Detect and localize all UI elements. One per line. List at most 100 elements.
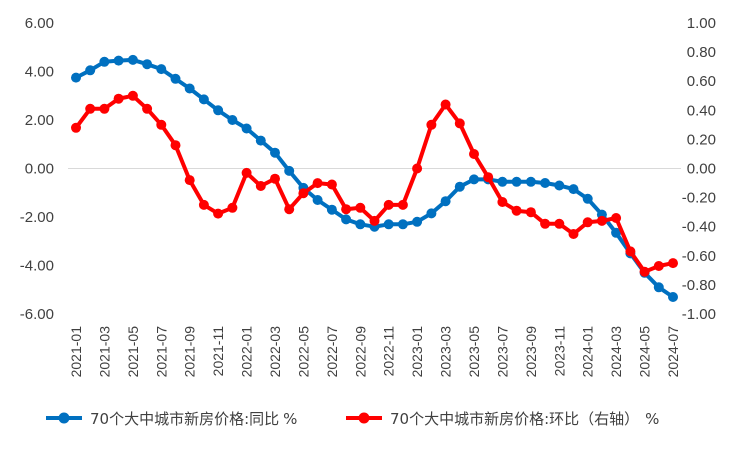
series-0-point bbox=[525, 176, 536, 187]
series-1-point bbox=[270, 173, 280, 184]
series-0-point bbox=[113, 55, 124, 66]
legend: 70个大中城市新房价格:同比% 70个大中城市新房价格:环比（右轴）% bbox=[46, 410, 659, 428]
series-1-point bbox=[142, 103, 153, 114]
series-1-point bbox=[383, 199, 394, 210]
legend-label-yoy: 70个大中城市新房价格:同比% bbox=[90, 410, 297, 428]
x-tick-label: 2021-01 bbox=[68, 326, 84, 378]
series-1-point bbox=[298, 188, 309, 199]
series-1-point bbox=[653, 261, 664, 271]
series-1-point bbox=[483, 172, 494, 183]
series-1-point bbox=[312, 178, 323, 189]
x-tick-label: 2021-03 bbox=[96, 326, 112, 378]
series-line-0 bbox=[75, 57, 675, 299]
right-axis-tick-label: -1.00 bbox=[682, 306, 716, 323]
left-axis: 6.00 4.00 2.00 0.00 -2.00 -4.00 -6.00 bbox=[20, 15, 54, 323]
series-1-point bbox=[412, 163, 423, 174]
left-axis-tick-label: -2.00 bbox=[20, 209, 54, 226]
series-0-point bbox=[198, 94, 209, 105]
series-0-point bbox=[71, 72, 81, 83]
series-1-point bbox=[170, 140, 181, 151]
x-tick-label: 2023-11 bbox=[551, 326, 567, 377]
x-tick-label: 2023-05 bbox=[466, 326, 482, 378]
series-1-point bbox=[71, 122, 81, 133]
x-tick-label: 2021-11 bbox=[210, 326, 226, 377]
series-1-point bbox=[241, 167, 252, 178]
series-0-point bbox=[227, 115, 238, 125]
series-1-point bbox=[611, 213, 622, 223]
series-1-point bbox=[668, 258, 678, 269]
series-1-point bbox=[198, 199, 209, 210]
series-0-point bbox=[355, 219, 366, 230]
series-0-point bbox=[653, 282, 664, 293]
series-0-point bbox=[497, 176, 508, 187]
series-0-point bbox=[540, 178, 551, 188]
series-1-point bbox=[525, 207, 536, 218]
series-1-point bbox=[156, 119, 167, 130]
series-1-point bbox=[284, 204, 295, 215]
series-0-point bbox=[511, 176, 522, 187]
series-0-point bbox=[611, 227, 622, 238]
series-1-point bbox=[469, 149, 479, 159]
x-tick-label: 2024-01 bbox=[580, 326, 596, 378]
x-tick-label: 2024-03 bbox=[608, 326, 624, 378]
series-0-point bbox=[440, 196, 451, 207]
series-0-point bbox=[668, 292, 678, 302]
left-axis-tick-label: 2.00 bbox=[25, 112, 54, 129]
series-0-point bbox=[412, 216, 423, 227]
series-0-point bbox=[156, 64, 167, 75]
series-0-point bbox=[312, 195, 323, 205]
left-axis-tick-label: -4.00 bbox=[20, 258, 54, 275]
series-0-point bbox=[554, 180, 565, 191]
x-tick-label: 2021-09 bbox=[182, 326, 198, 378]
x-tick-label: 2022-07 bbox=[324, 326, 340, 378]
x-tick-label: 2022-09 bbox=[352, 326, 368, 378]
x-tick-label: 2021-07 bbox=[153, 326, 169, 378]
right-axis-tick-label: -0.20 bbox=[682, 190, 716, 207]
x-tick-label: 2024-07 bbox=[665, 326, 681, 378]
left-axis-tick-label: 0.00 bbox=[25, 161, 54, 178]
series-1-point bbox=[625, 246, 636, 257]
left-axis-tick-label: 4.00 bbox=[25, 64, 54, 81]
x-tick-label: 2022-01 bbox=[239, 326, 255, 378]
series-0-point bbox=[142, 59, 153, 70]
x-tick-label: 2022-11 bbox=[381, 326, 397, 377]
series-1-point bbox=[540, 218, 551, 229]
series-0-point bbox=[255, 135, 266, 146]
series-1-point bbox=[426, 119, 437, 130]
series-0-point bbox=[397, 219, 408, 230]
right-axis-tick-label: 0.60 bbox=[687, 73, 716, 90]
series-layer bbox=[71, 54, 678, 302]
series-1-point bbox=[213, 208, 224, 219]
legend-swatch-marker-mom bbox=[358, 412, 370, 424]
legend-swatch-marker-yoy bbox=[58, 412, 70, 424]
series-1-point bbox=[341, 204, 352, 215]
series-1-point bbox=[184, 175, 195, 186]
right-axis-tick-label: -0.40 bbox=[682, 219, 716, 236]
series-1-point bbox=[355, 202, 366, 213]
series-1-point bbox=[99, 103, 110, 114]
x-tick-label: 2023-07 bbox=[494, 326, 510, 378]
series-1-point bbox=[227, 202, 238, 213]
left-axis-tick-label: -6.00 bbox=[20, 306, 54, 323]
series-1-point bbox=[255, 181, 266, 191]
series-0-point bbox=[127, 54, 138, 65]
series-0-point bbox=[341, 214, 352, 225]
right-axis-tick-label: 0.00 bbox=[687, 161, 716, 178]
x-tick-label: 2022-03 bbox=[267, 326, 283, 378]
left-axis-tick-label: 6.00 bbox=[25, 15, 54, 32]
series-1-point bbox=[511, 205, 522, 216]
legend-label-mom: 70个大中城市新房价格:环比（右轴）% bbox=[390, 410, 659, 428]
series-0-point bbox=[454, 181, 465, 192]
series-0-point bbox=[582, 193, 593, 204]
series-0-point bbox=[426, 208, 437, 219]
series-0-point bbox=[241, 123, 252, 134]
right-axis-tick-label: 0.20 bbox=[687, 131, 716, 148]
series-1-point bbox=[369, 215, 380, 226]
x-tick-label: 2024-05 bbox=[637, 326, 653, 378]
series-1-point bbox=[113, 93, 124, 104]
right-axis: 1.00 0.80 0.60 0.40 0.20 0.00 -0.20 -0.40 -0.60 -… bbox=[682, 15, 716, 323]
series-1-point bbox=[326, 179, 337, 190]
series-1-point bbox=[397, 199, 408, 210]
series-0-point bbox=[383, 219, 394, 230]
